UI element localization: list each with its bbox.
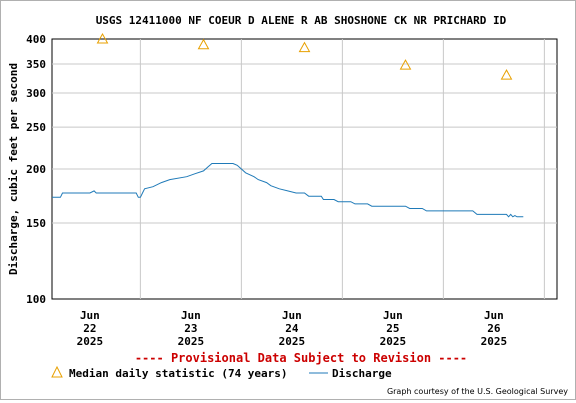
legend-median-label: Median daily statistic (74 years) — [69, 367, 288, 380]
x-axis-ticks: Jun222025Jun232025Jun242025Jun252025Jun2… — [77, 309, 508, 348]
grid — [52, 39, 557, 299]
median-triangle-icon — [197, 38, 210, 50]
legend: Median daily statistic (74 years) Discha… — [51, 365, 392, 380]
x-tick-month: Jun — [282, 309, 302, 322]
median-triangle-icon — [298, 41, 311, 53]
x-tick-year: 2025 — [279, 335, 306, 348]
x-tick-day: 24 — [285, 322, 299, 335]
legend-discharge-label: Discharge — [332, 367, 392, 380]
x-tick-year: 2025 — [481, 335, 508, 348]
median-triangle-icon — [96, 32, 109, 44]
x-tick-month: Jun — [383, 309, 403, 322]
median-triangle-icon — [399, 59, 412, 70]
y-tick-label: 350 — [26, 58, 46, 71]
x-tick-year: 2025 — [380, 335, 407, 348]
y-tick-label: 400 — [26, 33, 46, 46]
median-triangle-icon — [500, 69, 513, 80]
x-tick-month: Jun — [181, 309, 201, 322]
x-tick-year: 2025 — [77, 335, 104, 348]
median-series — [96, 32, 513, 80]
y-axis-label: Discharge, cubic feet per second — [7, 63, 20, 275]
x-tick-day: 25 — [386, 322, 399, 335]
chart-title: USGS 12411000 NF COEUR D ALENE R AB SHOS… — [96, 14, 507, 27]
x-tick-day: 23 — [184, 322, 197, 335]
y-tick-label: 100 — [26, 293, 46, 306]
x-tick-day: 22 — [83, 322, 96, 335]
courtesy-note: Graph courtesy of the U.S. Geological Su… — [387, 387, 568, 396]
y-tick-label: 150 — [26, 217, 46, 230]
y-axis-ticks: 100 150 200 250 300 350 400 — [26, 33, 46, 306]
y-tick-label: 300 — [26, 87, 46, 100]
x-tick-month: Jun — [484, 309, 504, 322]
y-tick-label: 200 — [26, 163, 46, 176]
x-tick-day: 26 — [487, 322, 501, 335]
legend-median-triangle-icon — [51, 365, 63, 378]
discharge-line — [52, 163, 524, 218]
discharge-series — [52, 163, 524, 218]
x-tick-month: Jun — [80, 309, 100, 322]
provisional-notice: ---- Provisional Data Subject to Revisio… — [135, 351, 467, 365]
x-tick-year: 2025 — [178, 335, 205, 348]
y-tick-label: 250 — [26, 121, 46, 134]
